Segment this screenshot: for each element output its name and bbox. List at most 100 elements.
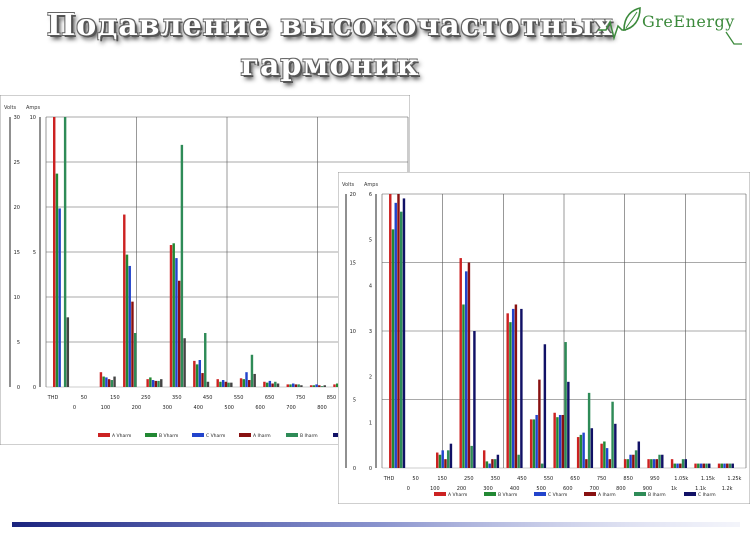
- bar-b-iharm: [681, 459, 685, 468]
- bar-c-vharm: [128, 265, 131, 387]
- x-tick-label-bottom: 100: [101, 405, 111, 411]
- right-tick-label: 5: [33, 250, 36, 256]
- bar-a-iharm: [538, 379, 541, 468]
- bar-a-iharm: [271, 383, 274, 387]
- bar-a-iharm: [154, 380, 158, 387]
- x-tick-label-top: 950: [650, 476, 660, 482]
- bar-c-vharm: [699, 463, 703, 468]
- x-tick-label-bottom: 300: [483, 486, 493, 492]
- left-tick-label: 20: [350, 192, 356, 198]
- bar-b-iharm: [297, 384, 300, 387]
- bar-b-iharm: [587, 392, 591, 468]
- legend-swatch: [534, 492, 546, 496]
- left-axis-label: Volts: [4, 105, 16, 111]
- left-tick-label: 5: [353, 398, 356, 404]
- legend-swatch: [634, 492, 646, 496]
- bar-b-vharm: [697, 463, 700, 468]
- left-tick-label: 30: [14, 115, 20, 121]
- bar-b-vharm: [172, 243, 175, 387]
- x-tick-label-bottom: 1.1k: [695, 486, 706, 492]
- right-tick-label: 0: [369, 466, 372, 472]
- bar-c-vharm: [488, 463, 491, 468]
- x-tick-label-top: 850: [327, 395, 337, 401]
- bar-c-iharm: [684, 459, 687, 468]
- x-tick-label-top: 50: [81, 395, 87, 401]
- left-tick-label: 0: [353, 466, 356, 472]
- x-tick-label-bottom: 400: [510, 486, 520, 492]
- right-tick-label: 2: [369, 375, 372, 381]
- legend-swatch: [484, 492, 496, 496]
- bar-b-iharm: [250, 354, 254, 387]
- x-tick-label-top: 450: [203, 395, 213, 401]
- page-title: Подавление высокочастотных гармоник: [46, 8, 614, 83]
- legend-swatch: [145, 433, 157, 437]
- legend-entry: B Vharm: [498, 492, 517, 498]
- bar-a-vharm: [286, 384, 289, 387]
- bar-a-vharm: [309, 385, 313, 387]
- bar-a-iharm: [514, 304, 518, 468]
- bar-c-vharm: [441, 450, 444, 468]
- bar-b-iharm: [658, 454, 661, 468]
- bar-c-iharm: [520, 308, 523, 468]
- x-tick-label-top: 350: [491, 476, 501, 482]
- bar-a-iharm: [702, 463, 705, 468]
- x-tick-label-top: THD: [47, 395, 59, 401]
- bar-c-vharm: [629, 454, 632, 468]
- bar-a-vharm: [647, 459, 650, 468]
- bar-b-vharm: [556, 417, 559, 468]
- bar-c: [113, 376, 116, 387]
- bar-a-iharm: [679, 463, 682, 468]
- bar-a-vharm: [389, 194, 392, 468]
- legend-entry: B Vharm: [159, 433, 178, 439]
- bar-b-vharm: [335, 383, 339, 387]
- right-tick-label: 6: [369, 192, 372, 198]
- bar-c-iharm: [637, 441, 641, 468]
- x-tick-label-bottom: 0: [407, 486, 410, 492]
- bar-c-vharm: [175, 258, 178, 387]
- x-tick-label-top: 850: [623, 476, 633, 482]
- left-tick-label: 10: [14, 295, 20, 301]
- x-tick-label-bottom: 400: [193, 405, 203, 411]
- bar-c-iharm: [731, 463, 734, 468]
- bar-a-vharm: [717, 463, 721, 468]
- bar-c: [160, 379, 163, 387]
- x-tick-label-top: 750: [296, 395, 306, 401]
- bar-b-vharm: [149, 377, 152, 387]
- x-tick-label-bottom: 200: [457, 486, 467, 492]
- bar-a-vharm: [694, 463, 697, 468]
- x-tick-label-bottom: 800: [616, 486, 626, 492]
- x-tick-label-top: 250: [141, 395, 151, 401]
- bar-c-vharm: [245, 372, 248, 387]
- x-tick-label-bottom: 500: [536, 486, 546, 492]
- legend-entry: C Iharm: [698, 492, 716, 498]
- bar-b-iharm: [400, 211, 403, 468]
- legend-entry: A Iharm: [253, 433, 271, 439]
- x-tick-label-top: 650: [265, 395, 275, 401]
- bar-c: [206, 381, 210, 387]
- legend-swatch: [684, 492, 696, 496]
- bar-b-vharm: [485, 461, 489, 468]
- bar-c-vharm: [105, 377, 108, 387]
- bar-a-iharm: [294, 384, 298, 387]
- bar-b-iharm: [540, 463, 544, 468]
- bar-a-iharm: [632, 454, 635, 468]
- x-tick-label-bottom: 700: [590, 486, 600, 492]
- bar-a-vharm: [169, 245, 173, 387]
- bar-a-vharm: [146, 379, 149, 387]
- right-tick-label: 3: [369, 329, 372, 335]
- bar-c: [300, 385, 303, 387]
- bar-b-vharm: [265, 382, 269, 387]
- leaf-pulse-icon: [598, 6, 641, 41]
- x-tick-label-bottom: 300: [163, 405, 173, 411]
- bar-c-vharm: [58, 208, 61, 387]
- left-tick-label: 5: [17, 340, 20, 346]
- bar-a-iharm: [608, 459, 612, 468]
- bar-c-iharm: [473, 331, 476, 468]
- bar-c-vharm: [268, 380, 272, 387]
- bar-b-iharm: [133, 333, 137, 387]
- x-tick-label-bottom: 500: [224, 405, 234, 411]
- legend-entry: C Vharm: [548, 492, 567, 498]
- bar-a-iharm: [561, 414, 565, 468]
- left-tick-label: 10: [350, 329, 356, 335]
